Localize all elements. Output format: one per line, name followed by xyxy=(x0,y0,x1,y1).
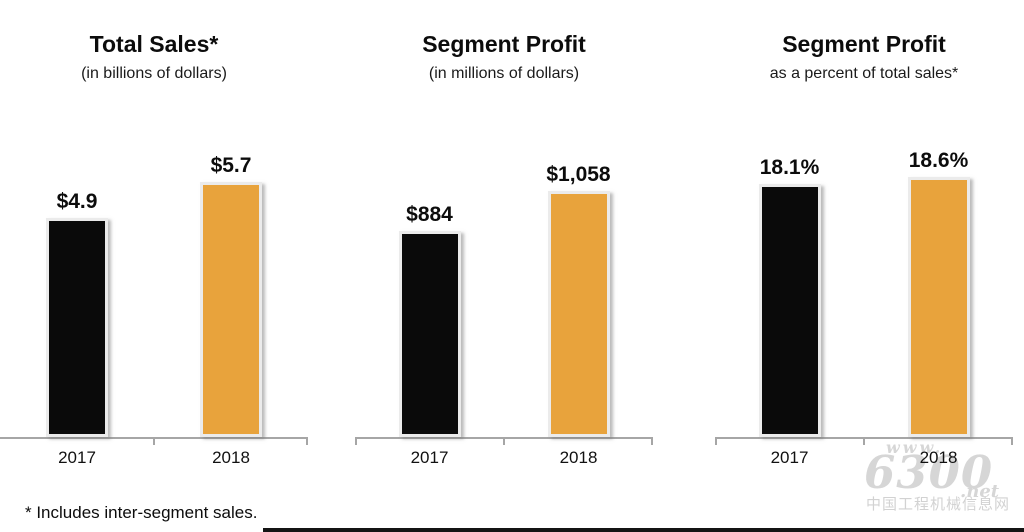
x-axis-tick xyxy=(715,437,717,445)
chart-segment-profit: Segment Profit (in millions of dollars) … xyxy=(355,0,653,532)
chart-total-sales: Total Sales* (in billions of dollars) $4… xyxy=(0,0,308,532)
category-label-2018: 2018 xyxy=(212,448,250,467)
chart-subtitle: (in millions of dollars) xyxy=(428,65,580,82)
category-label-2017: 2017 xyxy=(410,448,449,467)
x-axis-tick xyxy=(1011,437,1013,445)
category-label-2018: 2018 xyxy=(559,448,598,467)
bar-value-label-2018: 18.6% xyxy=(908,149,969,172)
bar-2017 xyxy=(398,231,461,437)
bar-2017 xyxy=(46,218,108,437)
chart-title: Segment Profit xyxy=(422,31,586,57)
chart-subtitle: (in billions of dollars) xyxy=(81,65,227,82)
x-axis-tick xyxy=(306,437,308,445)
bar-value-label-2018: $1,058 xyxy=(546,163,611,186)
category-label-2018: 2018 xyxy=(919,448,958,467)
bar-2018 xyxy=(907,177,970,437)
bar-value-label-2018: $5.7 xyxy=(210,154,252,177)
x-axis-tick xyxy=(503,437,505,445)
bar-2018 xyxy=(200,182,262,437)
chart-subtitle: as a percent of total sales* xyxy=(769,65,959,82)
slide-bottom-border xyxy=(263,528,1024,532)
bar-value-label-2017: 18.1% xyxy=(759,156,820,179)
x-axis-tick xyxy=(651,437,653,445)
chart-segment-profit-percent: Segment Profit as a percent of total sal… xyxy=(715,0,1013,532)
bar-2017 xyxy=(758,184,821,437)
bar-value-label-2017: $884 xyxy=(406,203,453,226)
x-axis-tick xyxy=(863,437,865,445)
category-label-2017: 2017 xyxy=(770,448,809,467)
bar-value-label-2017: $4.9 xyxy=(56,190,98,213)
x-axis-tick xyxy=(355,437,357,445)
category-label-2017: 2017 xyxy=(58,448,96,467)
bar-2018 xyxy=(547,191,610,437)
chart-title: Segment Profit xyxy=(782,31,946,57)
footnote: * Includes inter-segment sales. xyxy=(25,503,258,522)
chart-title: Total Sales* xyxy=(89,31,219,57)
x-axis-tick xyxy=(153,437,155,445)
